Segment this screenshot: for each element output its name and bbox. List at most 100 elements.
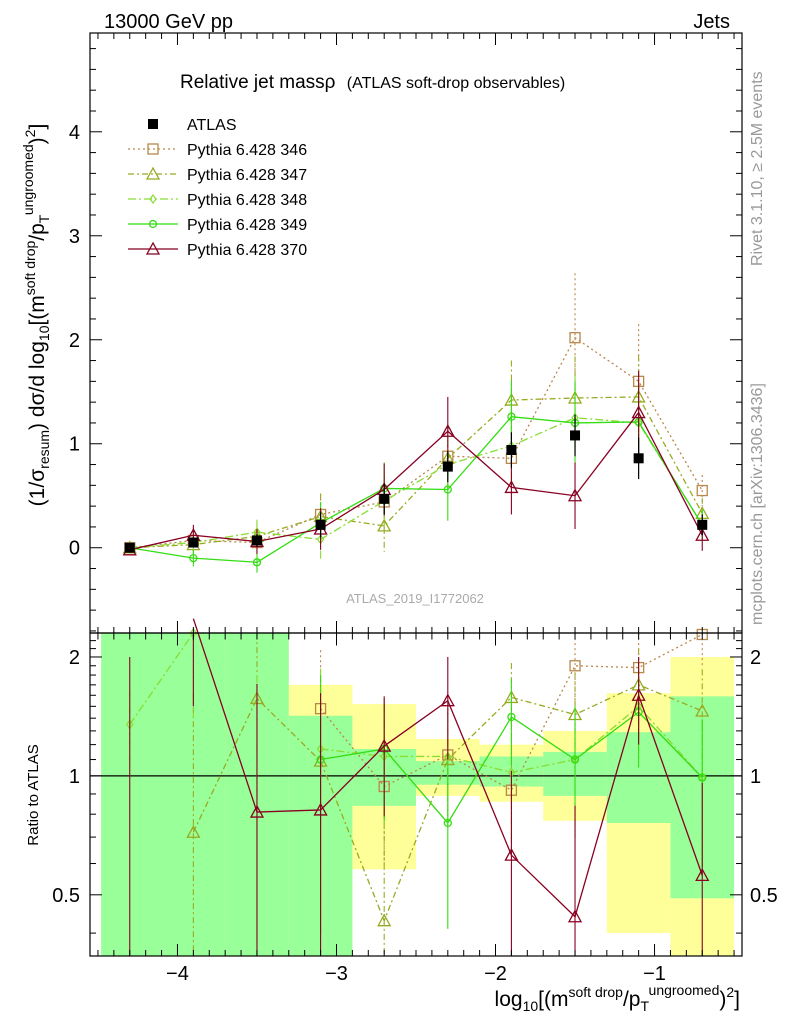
y-tick-label: 4 <box>69 122 80 144</box>
series-pythia-6.428-348 <box>126 376 706 561</box>
legend-label: Pythia 6.428 347 <box>187 167 307 184</box>
data-point <box>315 519 326 530</box>
x-axis-label: log10[(msoft drop/pTungroomed)2] <box>495 982 740 1014</box>
data-point <box>696 484 708 497</box>
ratio-point <box>570 755 580 764</box>
data-point <box>188 537 199 548</box>
ratio-line <box>192 684 703 923</box>
ratio-point <box>440 693 455 707</box>
data-point <box>697 519 708 530</box>
series-pythia-6.428-349 <box>125 380 707 573</box>
data-point <box>251 535 262 546</box>
legend-item: Pythia 6.428 348 <box>128 192 307 209</box>
data-point <box>633 453 644 464</box>
legend-label: Pythia 6.428 346 <box>187 142 307 159</box>
ratio-tick-label-right: 2 <box>750 647 761 669</box>
ratio-point <box>313 802 328 816</box>
ratio-tick-label-left: 0.5 <box>52 885 80 907</box>
x-tick-label: −1 <box>643 963 666 985</box>
legend-marker <box>145 241 161 255</box>
x-tick-label: −2 <box>484 963 507 985</box>
data-point <box>570 430 581 441</box>
series-pythia-6.428-370 <box>122 370 710 556</box>
data-point <box>569 332 581 344</box>
mcplots-label: mcplots.cern.ch [arXiv:1306.3436] <box>749 383 766 625</box>
legend-item: Pythia 6.428 346 <box>128 142 307 159</box>
legend-marker <box>149 194 157 204</box>
ratio-point <box>507 712 516 722</box>
ratio-point <box>249 804 265 818</box>
legend: ATLAS Pythia 6.428 346 Pythia 6.428 347 Pyt… <box>128 117 307 259</box>
ratio-pythia-6.428-370 <box>129 618 710 956</box>
data-point <box>442 461 453 472</box>
chart-subtitle: (ATLAS soft-drop observables) <box>347 75 565 92</box>
ratio-series <box>126 618 710 956</box>
ratio-point <box>377 913 392 927</box>
series-line <box>129 411 703 551</box>
data-point <box>443 485 452 494</box>
ratio-point <box>567 909 583 923</box>
chart-title-main: Relative jet massρ <box>180 72 336 93</box>
header-right: Jets <box>693 11 730 33</box>
legend-marker <box>148 119 158 129</box>
series-pythia-6.428-346 <box>124 273 708 556</box>
ratio-y-label: Ratio to ATLAS <box>25 744 42 845</box>
series-line <box>129 416 703 563</box>
data-point <box>189 553 198 563</box>
legend-label: ATLAS <box>187 117 237 134</box>
data-point <box>504 480 519 494</box>
legend-item-atlas: ATLAS <box>148 117 237 134</box>
ratio-point <box>443 818 452 828</box>
legend-label: Pythia 6.428 370 <box>187 242 307 259</box>
legend-marker <box>148 219 158 229</box>
y-tick-label: 2 <box>69 330 80 352</box>
series-line <box>129 396 703 549</box>
data-point <box>379 493 390 504</box>
watermark: ATLAS_2019_I1772062 <box>346 591 484 606</box>
ratio-tick-label-right: 0.5 <box>750 885 778 907</box>
data-point <box>124 542 135 553</box>
legend-marker <box>145 166 161 180</box>
data-point <box>440 423 455 437</box>
data-point <box>252 558 262 567</box>
ratio-tick-label-left: 2 <box>69 647 80 669</box>
y-axis-label: (1/σresum) dσ/d log10[(msoft drop/pTungr… <box>20 124 52 507</box>
main-series <box>122 273 710 573</box>
header-left: 13000 GeV pp <box>104 11 233 33</box>
legend-item: Pythia 6.428 347 <box>128 166 307 184</box>
ratio-point <box>569 660 581 672</box>
axis-ticks: −4 −3 −2 −1 0 1 2 3 4 0.5 0.5 1 1 2 2 <box>52 33 778 985</box>
legend-item: Pythia 6.428 349 <box>128 217 307 234</box>
legend-label: Pythia 6.428 349 <box>187 217 307 234</box>
series-pythia-6.428-347 <box>122 355 710 556</box>
data-point <box>506 444 517 455</box>
ratio-point <box>631 687 646 701</box>
y-tick-label: 3 <box>69 226 80 248</box>
legend-marker <box>147 143 159 155</box>
ratio-tick-label-right: 1 <box>750 766 761 788</box>
stat-uncertainty-band <box>101 633 162 956</box>
series-atlas <box>124 414 708 553</box>
svg-text:(1/σresum) dσ/d log10[(msoft d: (1/σresum) dσ/d log10[(msoft drop/pTungr… <box>20 124 52 507</box>
x-tick-label: −4 <box>166 963 189 985</box>
series-line <box>129 417 703 549</box>
y-tick-label: 0 <box>69 538 80 560</box>
ratio-line <box>129 632 194 725</box>
ratio-point <box>695 868 710 882</box>
data-point <box>695 527 710 541</box>
series-line <box>129 336 703 549</box>
x-tick-label: −3 <box>325 963 348 985</box>
data-point <box>567 488 583 502</box>
data-point <box>377 518 392 532</box>
chart-title: Relative jet massρ (ATLAS soft-drop obse… <box>180 72 565 93</box>
ratio-point <box>695 703 710 717</box>
legend-item: Pythia 6.428 370 <box>128 241 307 259</box>
rivet-label: Rivet 3.1.10, ≥ 2.5M events <box>749 71 766 266</box>
legend-label: Pythia 6.428 348 <box>187 192 307 209</box>
data-point <box>507 412 516 421</box>
y-tick-label: 1 <box>69 434 80 456</box>
data-point <box>631 405 646 419</box>
ratio-point <box>377 738 392 752</box>
ratio-point <box>504 847 519 861</box>
